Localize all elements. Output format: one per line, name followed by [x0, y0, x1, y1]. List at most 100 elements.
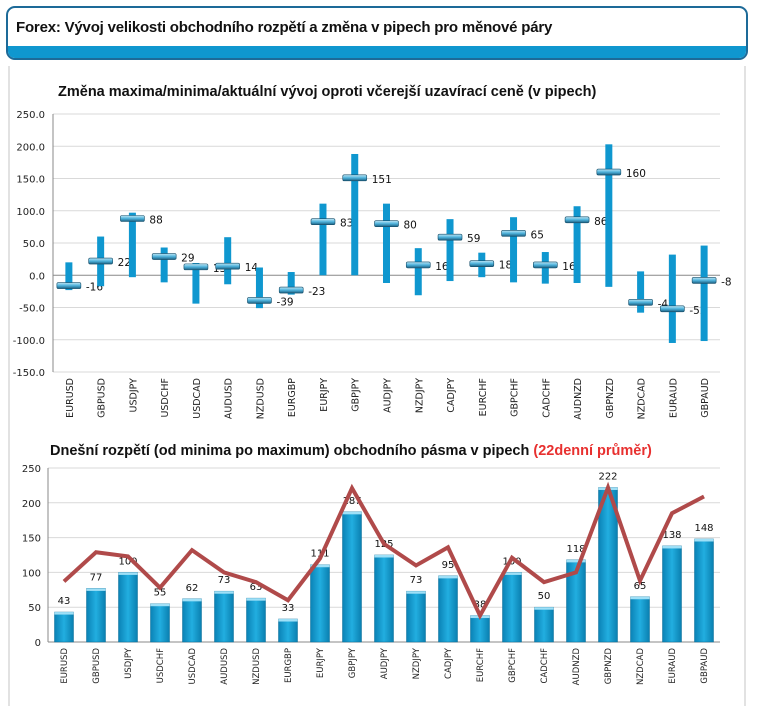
bar-top	[118, 572, 138, 575]
range-bar	[351, 153, 359, 276]
x-tick-label: EURCHF	[476, 648, 486, 682]
data-label: 29	[181, 253, 194, 265]
data-label: -8	[721, 276, 731, 288]
current-marker	[183, 263, 209, 271]
x-tick-label: USDJPY	[128, 378, 139, 413]
current-marker	[628, 299, 653, 306]
current-marker	[342, 174, 368, 182]
x-tick-label: GBPNZD	[604, 648, 614, 685]
x-tick-label: CADJPY	[444, 647, 454, 679]
x-tick-label: CADJPY	[446, 378, 457, 413]
range-bar	[510, 217, 518, 283]
x-tick-label: NZDCAD	[636, 648, 646, 685]
x-tick-label: USDCHF	[160, 378, 171, 418]
bar-top	[150, 603, 170, 607]
bar	[534, 606, 554, 643]
x-tick-label: EURUSD	[65, 378, 76, 418]
current-marker	[596, 168, 622, 176]
x-tick-label: GBPAUD	[700, 648, 710, 684]
current-marker	[501, 230, 526, 237]
range-bar	[414, 248, 422, 296]
range-bar	[128, 212, 136, 278]
x-tick-label: EURUSD	[60, 648, 70, 684]
current-marker	[247, 297, 272, 304]
x-tick-label: EURJPY	[316, 647, 326, 678]
data-label: 88	[149, 214, 162, 226]
data-label: 86	[594, 216, 608, 228]
content-panel	[8, 66, 746, 706]
range-bar	[287, 272, 295, 295]
range-bar	[573, 206, 581, 283]
bar-top	[630, 596, 650, 600]
chart2-title-main: Dnešní rozpětí (od minima po maximum) ob…	[50, 443, 530, 459]
data-label: 100	[118, 556, 137, 567]
x-tick-label: GBPCHF	[508, 648, 518, 683]
x-tick-label: EURCHF	[478, 378, 489, 416]
data-label: 160	[626, 168, 646, 180]
x-tick-label: CADCHF	[541, 378, 552, 418]
x-tick-label: GBPCHF	[510, 378, 521, 417]
x-tick-label: CADCHF	[540, 648, 550, 684]
y-tick-label: 50.0	[23, 239, 45, 250]
y-tick-label: 100.0	[16, 207, 45, 218]
data-label: -23	[308, 286, 325, 298]
range-bar	[255, 267, 263, 309]
x-tick-label: USDJPY	[124, 647, 134, 679]
y-tick-label: 200.0	[16, 142, 45, 153]
chart2-title: Dnešní rozpětí (od minima po maximum) ob…	[50, 443, 652, 459]
y-tick-label: 250.0	[16, 110, 45, 121]
x-tick-label: NZDJPY	[414, 378, 425, 413]
data-label: 43	[58, 596, 71, 607]
range-bar	[160, 247, 168, 283]
x-tick-label: GBPUSD	[92, 648, 102, 684]
bar-top	[566, 559, 586, 563]
y-tick-label: 0.0	[29, 271, 45, 282]
data-label: 50	[538, 591, 551, 602]
y-tick-label: 250	[22, 464, 41, 475]
x-tick-label: EURJPY	[319, 378, 330, 412]
bar-top	[438, 575, 458, 579]
data-label: 65	[531, 229, 544, 241]
current-marker	[151, 253, 177, 260]
bar-top	[342, 511, 362, 515]
bar-top	[662, 545, 682, 549]
current-marker	[120, 215, 145, 222]
bar	[502, 572, 522, 643]
x-tick-label: GBPAUD	[700, 378, 711, 418]
bar	[694, 538, 714, 643]
bar	[310, 564, 330, 643]
data-label: 63	[250, 582, 263, 593]
x-tick-label: EURAUD	[668, 648, 678, 684]
bar	[278, 618, 298, 643]
bar-top	[246, 598, 266, 601]
x-tick-label: GBPJPY	[351, 378, 362, 412]
data-label: 22	[118, 257, 131, 269]
x-tick-label: EURGBP	[287, 378, 298, 417]
data-label: 59	[467, 233, 480, 245]
bar-top	[54, 612, 74, 615]
bar	[86, 588, 106, 643]
average-22d-line	[62, 481, 705, 620]
data-label: 95	[442, 560, 455, 571]
data-label: 16	[562, 261, 576, 273]
current-marker	[215, 262, 240, 270]
data-label: 38	[474, 600, 487, 611]
range-bar	[605, 144, 613, 287]
bar	[182, 598, 202, 643]
data-label: 73	[218, 575, 231, 586]
bar-top	[406, 591, 426, 594]
data-label: 16	[435, 261, 449, 273]
data-label: 62	[186, 583, 199, 594]
current-marker	[660, 305, 685, 313]
data-label: 65	[634, 581, 647, 592]
range-bar	[192, 262, 200, 304]
data-label: 18	[499, 260, 512, 272]
bar-top	[214, 591, 234, 594]
data-label: 187	[342, 496, 361, 507]
x-tick-label: NZDUSD	[252, 648, 262, 685]
x-tick-label: USDCHF	[156, 648, 166, 683]
data-label: 77	[90, 572, 103, 583]
data-label: 73	[410, 575, 423, 586]
current-marker	[564, 216, 590, 224]
